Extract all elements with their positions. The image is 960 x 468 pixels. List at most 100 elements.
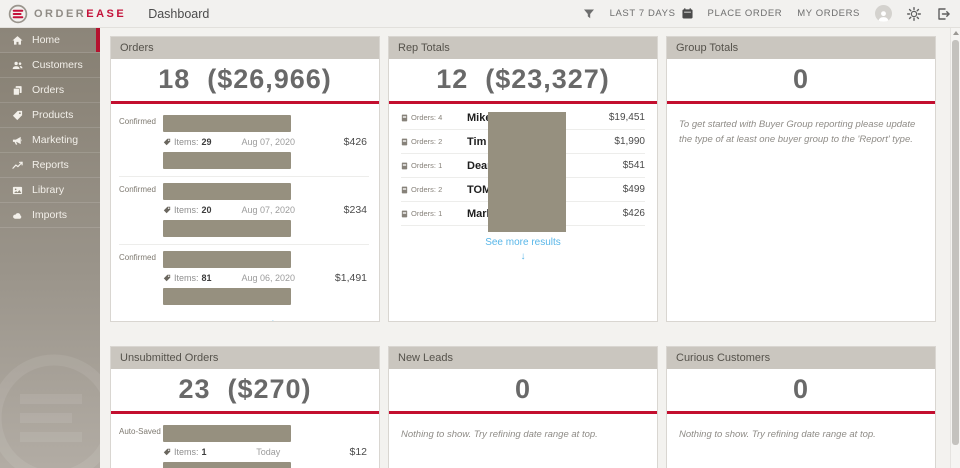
group-totals-note: To get started with Buyer Group reportin… — [679, 119, 916, 145]
date-range-filter[interactable]: LAST 7 DAYS — [610, 8, 693, 19]
orders-count-icon — [401, 114, 408, 121]
card-unsubmitted-orders: Unsubmitted Orders 23 ($270) Auto-Saved … — [110, 346, 380, 468]
card-orders-title: Orders — [111, 37, 379, 59]
user-avatar[interactable] — [875, 5, 892, 22]
order-value: $12 — [349, 446, 368, 458]
items-count: 1 — [201, 447, 207, 457]
sidebar-item-home[interactable]: Home — [0, 28, 100, 53]
order-status: Auto-Saved — [119, 427, 161, 436]
orders-count-icon — [401, 186, 408, 193]
order-value: $234 — [343, 204, 368, 216]
order-status: Confirmed — [119, 117, 156, 126]
rep-name: Dean — [467, 159, 494, 172]
group-totals-summary-count: 0 — [667, 59, 935, 104]
tag-icon — [163, 448, 171, 456]
items-label: Items: — [174, 447, 199, 457]
sidebar-item-label: Reports — [32, 159, 69, 171]
sidebar: Home Customers Orders Products Marketing… — [0, 28, 100, 468]
card-new-leads-title: New Leads — [389, 347, 657, 369]
rep-order-count: Orders: 1 — [411, 209, 443, 218]
calendar-icon — [681, 8, 693, 19]
rep-value: $1,990 — [614, 136, 645, 147]
dashboard-content: Orders 18 ($26,966) Confirmed Items: 29 A… — [100, 28, 960, 468]
items-label: Items: — [174, 205, 199, 215]
order-row[interactable]: Confirmed Items: 81 Aug 06, 2020 $1,491 — [119, 245, 369, 312]
users-icon — [12, 60, 23, 71]
card-unsubmitted-title: Unsubmitted Orders — [111, 347, 379, 369]
order-value: $426 — [343, 136, 368, 148]
tag-icon — [163, 206, 171, 214]
rep-value: $499 — [622, 184, 645, 195]
logout-icon[interactable] — [936, 7, 950, 21]
copy-orders-icon — [12, 85, 23, 96]
rep-value: $426 — [622, 208, 645, 219]
card-group-totals: Group Totals 0 To get started with Buyer… — [666, 36, 936, 322]
orders-count-icon — [401, 138, 408, 145]
curious-customers-note: Nothing to show. Try refining date range… — [679, 429, 876, 440]
card-curious-customers-title: Curious Customers — [667, 347, 935, 369]
order-date: Today — [256, 447, 281, 457]
redacted-customer-detail — [163, 220, 291, 237]
redacted-customer-detail — [163, 152, 291, 169]
new-leads-summary-count: 0 — [389, 369, 657, 414]
tag-icon — [163, 274, 171, 282]
filter-icon[interactable] — [583, 8, 595, 20]
orders-count-icon — [401, 210, 408, 217]
redacted-customer-detail — [163, 462, 291, 468]
sidebar-item-label: Imports — [32, 209, 68, 221]
sidebar-item-label: Customers — [32, 59, 83, 71]
sidebar-item-orders[interactable]: Orders — [0, 78, 100, 103]
scroll-up-arrow[interactable] — [953, 31, 959, 35]
sidebar-item-reports[interactable]: Reports — [0, 153, 100, 178]
order-row[interactable]: Auto-Saved Items: 1 Today $12 — [119, 419, 369, 468]
megaphone-icon — [12, 135, 23, 146]
redacted-customer-name — [163, 425, 291, 442]
sidebar-item-label: Orders — [32, 84, 65, 96]
curious-customers-summary-count: 0 — [667, 369, 935, 414]
rep-value: $541 — [622, 160, 645, 171]
unsubmitted-summary-count: 23 ($270) — [111, 369, 379, 414]
topbar: ORDEREASE Dashboard LAST 7 DAYS PLACE OR… — [0, 0, 960, 28]
card-curious-customers: Curious Customers 0 Nothing to show. Try… — [666, 346, 936, 468]
order-status: Confirmed — [119, 253, 156, 262]
brand-logo[interactable]: ORDEREASE — [8, 4, 126, 24]
order-row[interactable]: Confirmed Items: 29 Aug 07, 2020 $426 — [119, 109, 369, 177]
sidebar-item-library[interactable]: Library — [0, 178, 100, 203]
rep-totals-summary-count: 12 ($23,327) — [389, 59, 657, 104]
home-icon — [12, 35, 23, 46]
new-leads-note: Nothing to show. Try refining date range… — [401, 429, 598, 440]
see-more-results-link[interactable]: See more results ↓ — [401, 236, 645, 263]
sidebar-item-products[interactable]: Products — [0, 103, 100, 128]
order-row[interactable]: Confirmed Items: 20 Aug 07, 2020 $234 — [119, 177, 369, 245]
sidebar-item-customers[interactable]: Customers — [0, 53, 100, 78]
my-orders-button[interactable]: MY ORDERS — [797, 8, 860, 19]
vertical-scrollbar[interactable] — [950, 28, 960, 468]
cloud-icon — [12, 210, 23, 221]
order-date: Aug 07, 2020 — [241, 205, 296, 215]
card-rep-totals-title: Rep Totals — [389, 37, 657, 59]
rep-name: Mark — [467, 207, 493, 220]
settings-gear-icon[interactable] — [907, 6, 921, 21]
redacted-customer-name — [163, 183, 291, 200]
items-count: 81 — [201, 273, 212, 283]
sidebar-item-label: Home — [32, 34, 61, 46]
orders-count-icon — [401, 162, 408, 169]
line-chart-icon — [12, 160, 23, 171]
active-indicator — [96, 28, 100, 52]
sidebar-item-marketing[interactable]: Marketing — [0, 128, 100, 153]
page-title: Dashboard — [148, 6, 210, 21]
items-label: Items: — [174, 137, 199, 147]
sidebar-item-imports[interactable]: Imports — [0, 203, 100, 228]
card-new-leads: New Leads 0 Nothing to show. Try refinin… — [388, 346, 658, 468]
rep-order-count: Orders: 2 — [411, 185, 443, 194]
items-label: Items: — [174, 273, 199, 283]
redacted-rep-names-block — [488, 112, 566, 232]
sidebar-item-label: Marketing — [32, 134, 79, 146]
see-more-results-link[interactable]: See more results ↓ — [119, 319, 369, 321]
place-order-button[interactable]: PLACE ORDER — [707, 8, 783, 19]
scrollbar-thumb[interactable] — [952, 40, 959, 445]
order-value: $1,491 — [334, 272, 368, 284]
card-group-totals-title: Group Totals — [667, 37, 935, 59]
logo-watermark — [0, 346, 100, 468]
tag-icon — [163, 138, 171, 146]
